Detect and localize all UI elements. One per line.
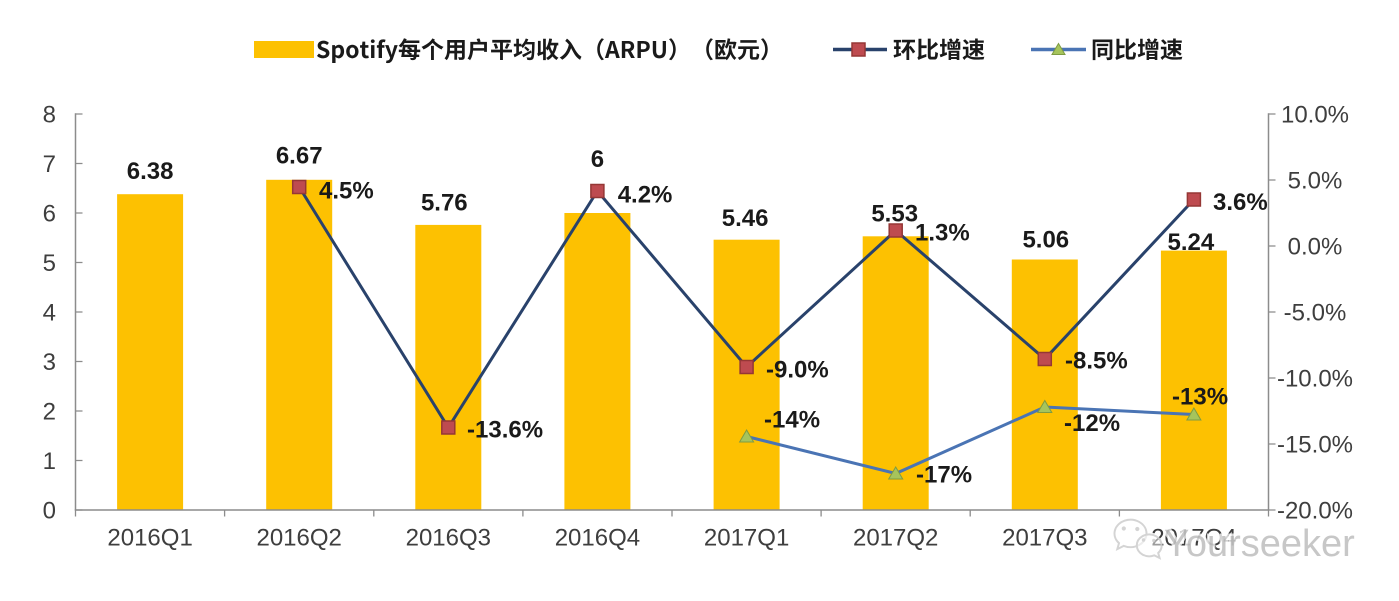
svg-text:-17%: -17% (916, 462, 972, 489)
svg-text:Yourseeker: Yourseeker (1164, 523, 1355, 565)
svg-text:Yourseeker: Yourseeker (1164, 523, 1355, 565)
svg-text:5.0%: 5.0% (1288, 168, 1343, 195)
svg-text:6: 6 (591, 146, 604, 173)
svg-text:2016Q4: 2016Q4 (555, 525, 640, 552)
svg-text:2017Q1: 2017Q1 (704, 525, 789, 552)
svg-text:-10.0%: -10.0% (1277, 366, 1353, 393)
svg-text:5: 5 (43, 250, 56, 277)
svg-text:-5.0%: -5.0% (1284, 300, 1347, 327)
svg-text:2017Q2: 2017Q2 (853, 525, 938, 552)
svg-text:-12%: -12% (1064, 410, 1120, 437)
svg-text:5.06: 5.06 (1022, 227, 1069, 254)
svg-text:2016Q2: 2016Q2 (256, 525, 341, 552)
svg-text:6.67: 6.67 (276, 143, 323, 170)
svg-text:-8.5%: -8.5% (1065, 348, 1128, 375)
svg-text:2017Q3: 2017Q3 (1002, 525, 1087, 552)
svg-text:5.76: 5.76 (421, 190, 468, 217)
svg-text:7: 7 (43, 151, 56, 178)
svg-text:10.0%: 10.0% (1281, 102, 1349, 129)
svg-text:8: 8 (43, 102, 56, 129)
svg-text:2016Q3: 2016Q3 (406, 525, 491, 552)
svg-text:-9.0%: -9.0% (766, 356, 829, 383)
svg-text:-20.0%: -20.0% (1277, 498, 1353, 525)
svg-text:-13%: -13% (1172, 384, 1228, 411)
svg-text:-15.0%: -15.0% (1277, 432, 1353, 459)
svg-text:2016Q1: 2016Q1 (107, 525, 192, 552)
svg-text:3.6%: 3.6% (1213, 189, 1268, 216)
svg-text:5.53: 5.53 (871, 201, 918, 228)
svg-text:6.38: 6.38 (127, 158, 174, 185)
svg-text:6: 6 (43, 201, 56, 228)
svg-text:1.3%: 1.3% (915, 220, 970, 247)
svg-text:2017Q4: 2017Q4 (1151, 525, 1236, 552)
svg-text:4.2%: 4.2% (618, 182, 673, 209)
svg-text:-14%: -14% (764, 407, 820, 434)
svg-text:2: 2 (43, 399, 56, 426)
svg-text:0.0%: 0.0% (1288, 234, 1343, 261)
svg-text:1: 1 (43, 448, 56, 475)
svg-text:0: 0 (43, 498, 56, 525)
svg-text:3: 3 (43, 349, 56, 376)
svg-text:5.24: 5.24 (1168, 229, 1215, 256)
svg-text:5.46: 5.46 (722, 205, 769, 232)
svg-text:-13.6%: -13.6% (467, 416, 543, 443)
svg-text:4: 4 (43, 300, 56, 327)
svg-text:4.5%: 4.5% (319, 178, 374, 205)
